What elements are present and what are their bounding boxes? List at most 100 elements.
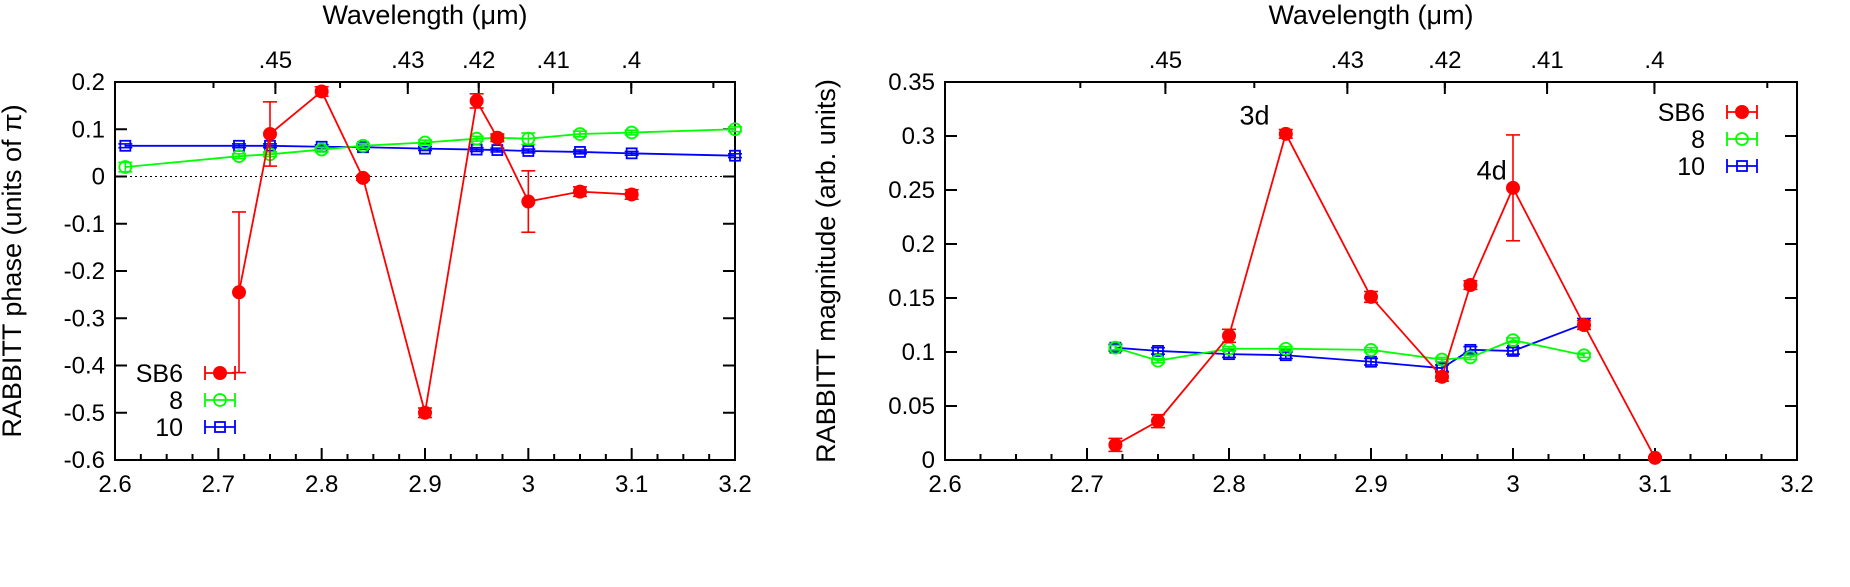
annotation-3d: 3d <box>1240 100 1270 130</box>
data-point <box>729 149 741 162</box>
legend-entry-10: 10 <box>155 414 236 442</box>
x-tick-label: 3 <box>1506 471 1519 498</box>
x2-tick-label: .41 <box>1530 47 1563 74</box>
data-point <box>418 405 432 420</box>
annotation-4d: 4d <box>1477 156 1507 186</box>
x2-axis-title: Wavelength (μm) <box>322 0 527 30</box>
data-point <box>1463 278 1478 293</box>
y-axis-title: RABBITT phase (units of π) <box>0 104 27 437</box>
y-tick-label: 0 <box>92 164 105 191</box>
series-line <box>1114 131 1656 459</box>
data-point <box>625 147 638 160</box>
data-point <box>522 145 535 157</box>
plot-frame <box>114 81 736 461</box>
series-10 <box>1108 317 1591 375</box>
x-tick-label: 2.7 <box>1070 471 1103 498</box>
y-tick-label: 0.1 <box>902 339 935 366</box>
legend-label: 8 <box>1691 126 1705 154</box>
data-point <box>1735 105 1749 119</box>
x-tick-label: 2.7 <box>202 471 235 498</box>
data-point <box>314 142 329 157</box>
data-point <box>521 194 536 209</box>
data-point <box>214 421 226 433</box>
data-point <box>1364 289 1378 304</box>
y-tick-label: 0 <box>922 447 935 474</box>
y-tick-label: 0.25 <box>888 177 935 204</box>
data-point <box>1506 333 1520 348</box>
y-tick-label: -0.1 <box>64 211 105 238</box>
x2-tick-label: .43 <box>391 47 424 74</box>
data-point <box>574 146 586 158</box>
x-tick-label: 2.6 <box>98 471 131 498</box>
y-tick-label: -0.3 <box>64 305 105 332</box>
x2-tick-label: .43 <box>1331 47 1364 74</box>
data-point <box>356 138 370 153</box>
data-point <box>232 285 246 300</box>
x-tick-label: 2.8 <box>305 471 338 498</box>
y-tick-label: 0.2 <box>902 231 935 258</box>
legend-entry-SB6: SB6 <box>1658 99 1758 127</box>
data-point <box>1735 132 1749 146</box>
data-point <box>573 127 587 141</box>
data-point <box>1577 348 1591 363</box>
legend-label: 10 <box>1677 153 1705 181</box>
y-tick-label: 0.1 <box>72 116 105 143</box>
data-point <box>1109 341 1122 354</box>
data-point <box>1108 340 1123 355</box>
data-point <box>356 170 370 185</box>
data-point <box>1151 353 1165 368</box>
x-tick-label: 3 <box>522 471 535 498</box>
data-point <box>418 135 432 150</box>
legend-entry-10: 10 <box>1677 153 1758 181</box>
data-point <box>521 131 536 146</box>
y-tick-label: 0.35 <box>888 69 935 96</box>
series-8 <box>1108 333 1591 368</box>
y-tick-label: -0.4 <box>64 353 105 380</box>
data-point <box>1151 414 1165 429</box>
y-axis-title: RABBITT magnitude (arb. units) <box>811 79 841 463</box>
data-point <box>624 187 639 202</box>
legend-entry-8: 8 <box>1691 126 1758 154</box>
data-point <box>573 184 587 199</box>
data-point <box>1108 437 1123 452</box>
data-point <box>1648 450 1662 465</box>
legend-label: SB6 <box>136 360 183 388</box>
data-point <box>1152 345 1164 357</box>
y-tick-label: 0.3 <box>902 123 935 150</box>
data-point <box>624 125 639 140</box>
legend-entry-SB6: SB6 <box>136 360 236 388</box>
y-tick-label: -0.2 <box>64 258 105 285</box>
y-tick-label: 0.2 <box>72 69 105 96</box>
legend-label: 8 <box>169 387 183 415</box>
x-tick-label: 2.9 <box>1354 471 1387 498</box>
data-point <box>1577 318 1591 332</box>
y-tick-label: 0.15 <box>888 285 935 312</box>
data-point <box>213 366 227 380</box>
series-SB6 <box>232 84 639 420</box>
x2-tick-label: .41 <box>536 47 569 74</box>
y-tick-label: -0.6 <box>64 447 105 474</box>
data-point <box>1463 350 1478 365</box>
legend-label: 10 <box>155 414 183 442</box>
x-tick-label: 3.2 <box>1780 471 1813 498</box>
plot-frame <box>944 81 1798 461</box>
legend-label: SB6 <box>1658 99 1705 127</box>
x2-axis-title: Wavelength (μm) <box>1268 0 1473 30</box>
x2-tick-label: .45 <box>259 47 292 74</box>
x2-tick-label: .4 <box>1644 47 1664 74</box>
y-tick-label: 0.05 <box>888 393 935 420</box>
x2-tick-label: .45 <box>1149 47 1182 74</box>
data-point <box>728 122 742 137</box>
x-tick-label: 2.8 <box>1212 471 1245 498</box>
x2-tick-label: .42 <box>1428 47 1461 74</box>
data-point <box>314 84 329 99</box>
data-point <box>1278 341 1293 356</box>
x-tick-label: 3.1 <box>615 471 648 498</box>
x-tick-label: 3.1 <box>1638 471 1671 498</box>
x2-tick-label: .42 <box>462 47 495 74</box>
data-point <box>1222 328 1236 343</box>
data-point <box>1736 160 1748 172</box>
y-tick-label: -0.5 <box>64 400 105 427</box>
legend-entry-8: 8 <box>169 387 236 415</box>
x-tick-label: 3.2 <box>718 471 751 498</box>
